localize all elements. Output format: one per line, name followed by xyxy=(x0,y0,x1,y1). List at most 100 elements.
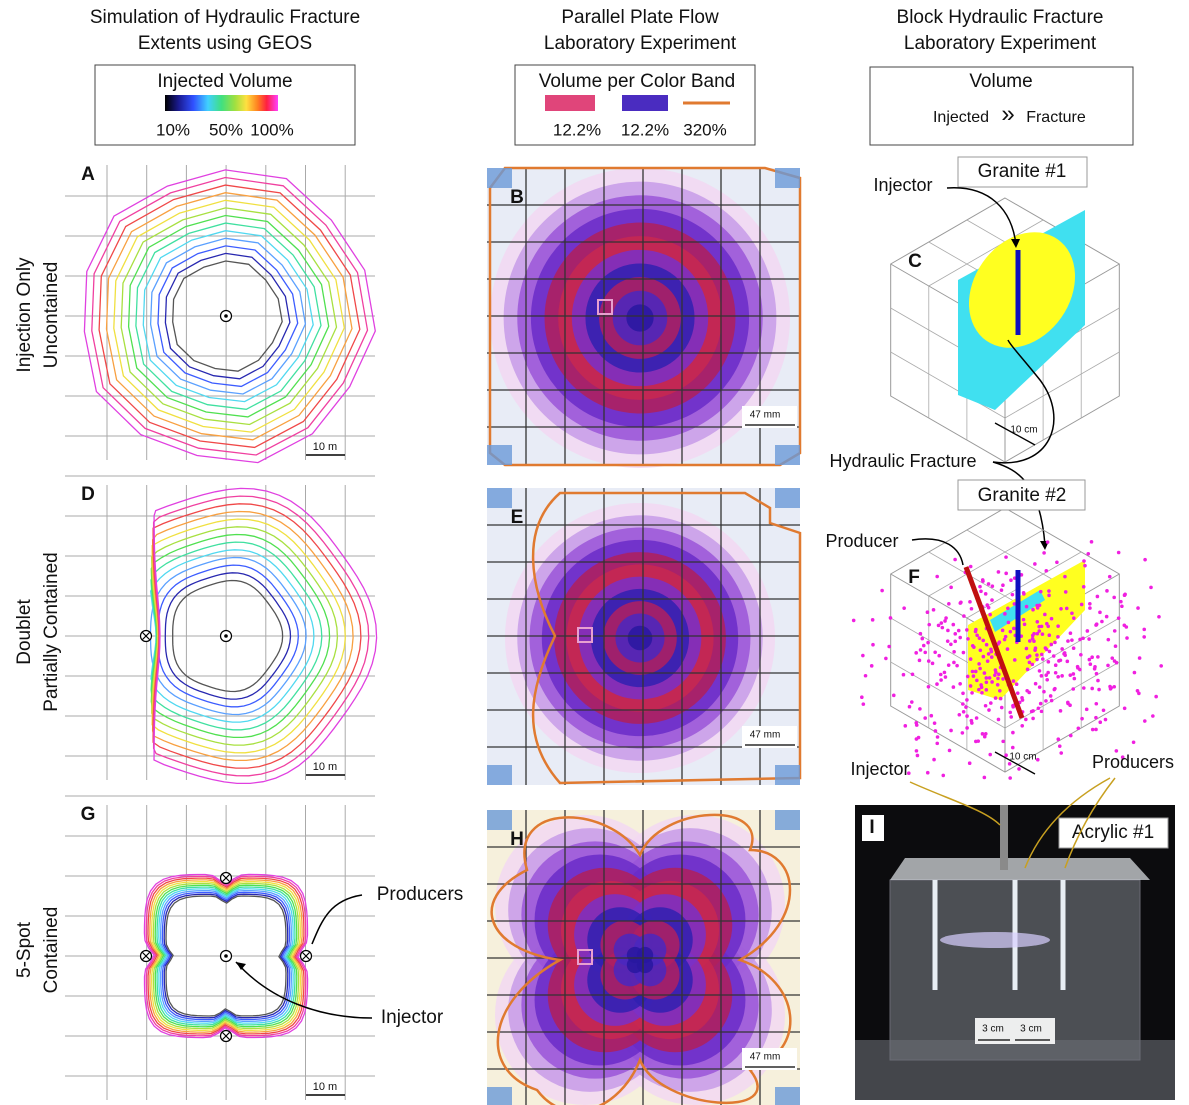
event-dot xyxy=(1000,706,1004,710)
tape xyxy=(775,810,800,830)
event-dot xyxy=(1157,615,1161,619)
event-dot xyxy=(1080,603,1084,607)
event-dot xyxy=(892,694,896,698)
event-dot xyxy=(1086,629,1090,633)
event-dot xyxy=(941,626,945,630)
event-dot xyxy=(1059,658,1063,662)
event-dot xyxy=(1001,677,1005,681)
event-dot xyxy=(1073,677,1077,681)
event-dot xyxy=(1096,595,1100,599)
event-dot xyxy=(1056,624,1060,628)
event-dot xyxy=(902,673,906,677)
page: { "columns":[ {"title":["Simulation of H… xyxy=(0,0,1189,1105)
event-dot xyxy=(1040,653,1044,657)
event-dot xyxy=(951,623,955,627)
event-dot xyxy=(902,606,906,610)
event-dot xyxy=(1056,737,1060,741)
event-dot xyxy=(981,579,985,583)
event-dot xyxy=(1037,629,1041,633)
event-dot xyxy=(1097,688,1101,692)
event-dot xyxy=(1087,637,1091,641)
event-dot xyxy=(1090,655,1094,659)
event-dot xyxy=(1011,746,1015,750)
event-dot xyxy=(1066,660,1070,664)
event-dot xyxy=(919,632,923,636)
event-dot xyxy=(1064,590,1068,594)
event-dot xyxy=(977,688,981,692)
event-dot xyxy=(990,598,994,602)
event-dot xyxy=(949,729,953,733)
event-dot xyxy=(937,654,941,658)
event-dot xyxy=(1001,629,1005,633)
event-dot xyxy=(964,705,968,709)
event-dot xyxy=(971,670,975,674)
event-dot xyxy=(1041,632,1045,636)
event-dot xyxy=(939,678,943,682)
event-dot xyxy=(939,673,943,677)
legend-label: 100% xyxy=(250,120,293,139)
event-dot xyxy=(953,558,957,562)
event-dot xyxy=(871,643,875,647)
event-dot xyxy=(1042,551,1046,555)
event-dot xyxy=(910,700,914,704)
event-dot xyxy=(1026,668,1030,672)
sample-label: Granite #1 xyxy=(978,161,1067,182)
event-dot xyxy=(1025,647,1029,651)
event-dot xyxy=(1035,653,1039,657)
event-dot xyxy=(985,688,989,692)
event-dot xyxy=(1079,653,1083,657)
column-title: Extents using GEOS xyxy=(138,33,312,54)
event-dot xyxy=(1012,679,1016,683)
event-dot xyxy=(985,681,989,685)
scale-label: 10 m xyxy=(313,441,337,453)
scale-label: 47 mm xyxy=(750,1052,781,1063)
event-dot xyxy=(1060,674,1064,678)
event-dot xyxy=(1031,634,1035,638)
event-dot xyxy=(982,655,986,659)
event-dot xyxy=(940,621,944,625)
event-dot xyxy=(1001,740,1005,744)
event-dot xyxy=(927,659,931,663)
event-dot xyxy=(1053,641,1057,645)
panel-label: B xyxy=(510,187,524,208)
event-dot xyxy=(1049,643,1053,647)
event-dot xyxy=(931,662,935,666)
annotation: Hydraulic Fracture xyxy=(829,451,976,471)
event-dot xyxy=(1024,718,1028,722)
arrow xyxy=(312,895,362,944)
event-dot xyxy=(918,707,922,711)
event-dot xyxy=(932,608,936,612)
event-dot xyxy=(1032,639,1036,643)
event-dot xyxy=(987,582,991,586)
event-dot xyxy=(1088,602,1092,606)
event-dot xyxy=(990,655,994,659)
event-dot xyxy=(962,651,966,655)
event-dot xyxy=(1023,622,1027,626)
event-dot xyxy=(1088,658,1092,662)
event-dot xyxy=(984,732,988,736)
column-title: Laboratory Experiment xyxy=(544,33,737,54)
colorbar xyxy=(165,95,278,111)
event-dot xyxy=(1076,665,1080,669)
event-dot xyxy=(1094,716,1098,720)
event-dot xyxy=(997,718,1001,722)
event-dot xyxy=(981,732,985,736)
event-dot xyxy=(937,624,941,628)
event-dot xyxy=(911,672,915,676)
event-dot xyxy=(962,710,966,714)
event-dot xyxy=(949,642,953,646)
tape xyxy=(775,488,800,508)
event-dot xyxy=(983,776,987,780)
event-dot xyxy=(1004,572,1008,576)
event-dot xyxy=(968,600,972,604)
panel-label: H xyxy=(510,829,524,850)
event-dot xyxy=(1105,589,1109,593)
arrow xyxy=(947,188,1016,245)
event-dot xyxy=(908,705,912,709)
event-dot xyxy=(1072,646,1076,650)
event-dot xyxy=(978,667,982,671)
event-dot xyxy=(943,671,947,675)
event-dot xyxy=(1133,671,1137,675)
row-label: Partially Contained xyxy=(41,552,62,711)
event-dot xyxy=(1040,710,1044,714)
